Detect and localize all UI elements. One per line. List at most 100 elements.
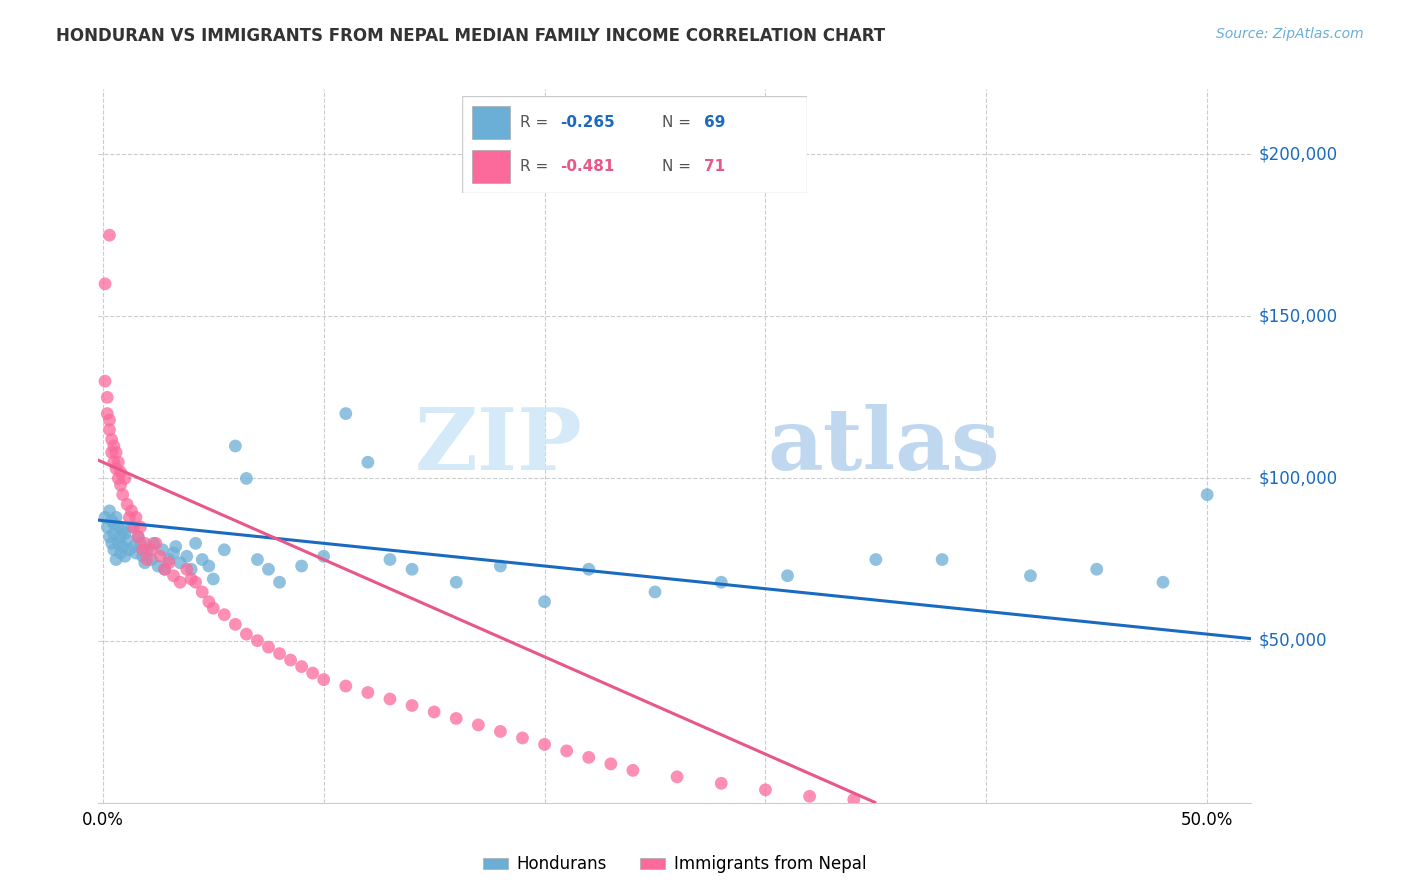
Point (666, 770, 689, 784)
Legend: Hondurans, Immigrants from Nepal: Hondurans, Immigrants from Nepal (477, 849, 873, 880)
Point (100, 514, 122, 528)
Point (202, 601, 225, 615)
Point (335, 407, 357, 421)
Point (578, 562, 600, 576)
Point (122, 540, 145, 554)
Point (489, 724, 512, 739)
Point (312, 549, 335, 564)
Point (114, 471, 136, 485)
Point (107, 455, 129, 469)
Point (129, 536, 152, 550)
Point (269, 575, 291, 590)
Point (111, 524, 134, 538)
Text: Source: ZipAtlas.com: Source: ZipAtlas.com (1216, 27, 1364, 41)
Point (134, 556, 156, 570)
Point (865, 552, 887, 566)
Point (100, 445, 122, 459)
Point (103, 455, 125, 469)
Point (103, 526, 125, 541)
Point (378, 552, 401, 566)
Point (115, 533, 138, 547)
Point (107, 520, 129, 534)
Point (110, 465, 132, 479)
Point (157, 552, 180, 566)
Point (1152, 575, 1174, 590)
Point (235, 471, 257, 485)
Point (599, 756, 621, 771)
Point (98, 413, 121, 427)
Point (312, 673, 335, 687)
Point (103, 439, 125, 453)
Point (121, 520, 143, 534)
Point (149, 549, 172, 564)
Point (98, 530, 121, 544)
Point (100, 536, 122, 550)
Point (146, 559, 169, 574)
Point (169, 556, 191, 570)
Point (198, 559, 221, 574)
Point (378, 692, 401, 706)
Point (235, 627, 257, 641)
Point (122, 520, 145, 534)
Point (153, 562, 176, 576)
Point (141, 552, 163, 566)
Point (96, 520, 118, 534)
Point (533, 738, 555, 752)
Point (578, 750, 600, 764)
Point (94, 510, 117, 524)
Point (103, 542, 125, 557)
Point (1197, 488, 1219, 502)
Point (191, 585, 214, 599)
Point (776, 568, 799, 582)
Text: $100,000: $100,000 (1258, 469, 1337, 487)
Point (269, 647, 291, 661)
Point (169, 575, 191, 590)
Point (467, 718, 489, 732)
Point (257, 640, 280, 654)
Point (224, 617, 246, 632)
Point (291, 559, 314, 574)
Point (125, 510, 148, 524)
Point (127, 530, 149, 544)
Point (162, 568, 184, 582)
Point (145, 536, 167, 550)
Point (141, 542, 163, 557)
Point (710, 776, 733, 790)
Point (1019, 568, 1042, 582)
Point (152, 542, 174, 557)
Point (142, 536, 165, 550)
Point (96, 390, 118, 404)
Point (98, 423, 121, 437)
Point (94, 374, 117, 388)
Point (246, 552, 269, 566)
Point (114, 526, 136, 541)
Point (401, 562, 423, 576)
Point (301, 666, 323, 681)
Point (134, 536, 156, 550)
Point (105, 552, 128, 566)
Point (180, 562, 202, 576)
Point (184, 575, 207, 590)
Point (105, 445, 128, 459)
Point (423, 705, 446, 719)
Point (98, 504, 121, 518)
Point (621, 764, 644, 778)
Point (184, 536, 207, 550)
Point (110, 530, 132, 544)
Point (121, 504, 143, 518)
Point (191, 552, 214, 566)
Point (94, 277, 117, 291)
Point (129, 520, 152, 534)
Point (105, 510, 128, 524)
Point (644, 585, 666, 599)
Point (335, 679, 357, 693)
Point (555, 744, 578, 758)
Point (162, 546, 184, 560)
Text: $150,000: $150,000 (1258, 307, 1337, 326)
Point (131, 542, 153, 557)
Point (107, 471, 129, 485)
Point (214, 542, 236, 557)
Point (103, 516, 125, 531)
Text: HONDURAN VS IMMIGRANTS FROM NEPAL MEDIAN FAMILY INCOME CORRELATION CHART: HONDURAN VS IMMIGRANTS FROM NEPAL MEDIAN… (56, 27, 886, 45)
Point (96, 407, 118, 421)
